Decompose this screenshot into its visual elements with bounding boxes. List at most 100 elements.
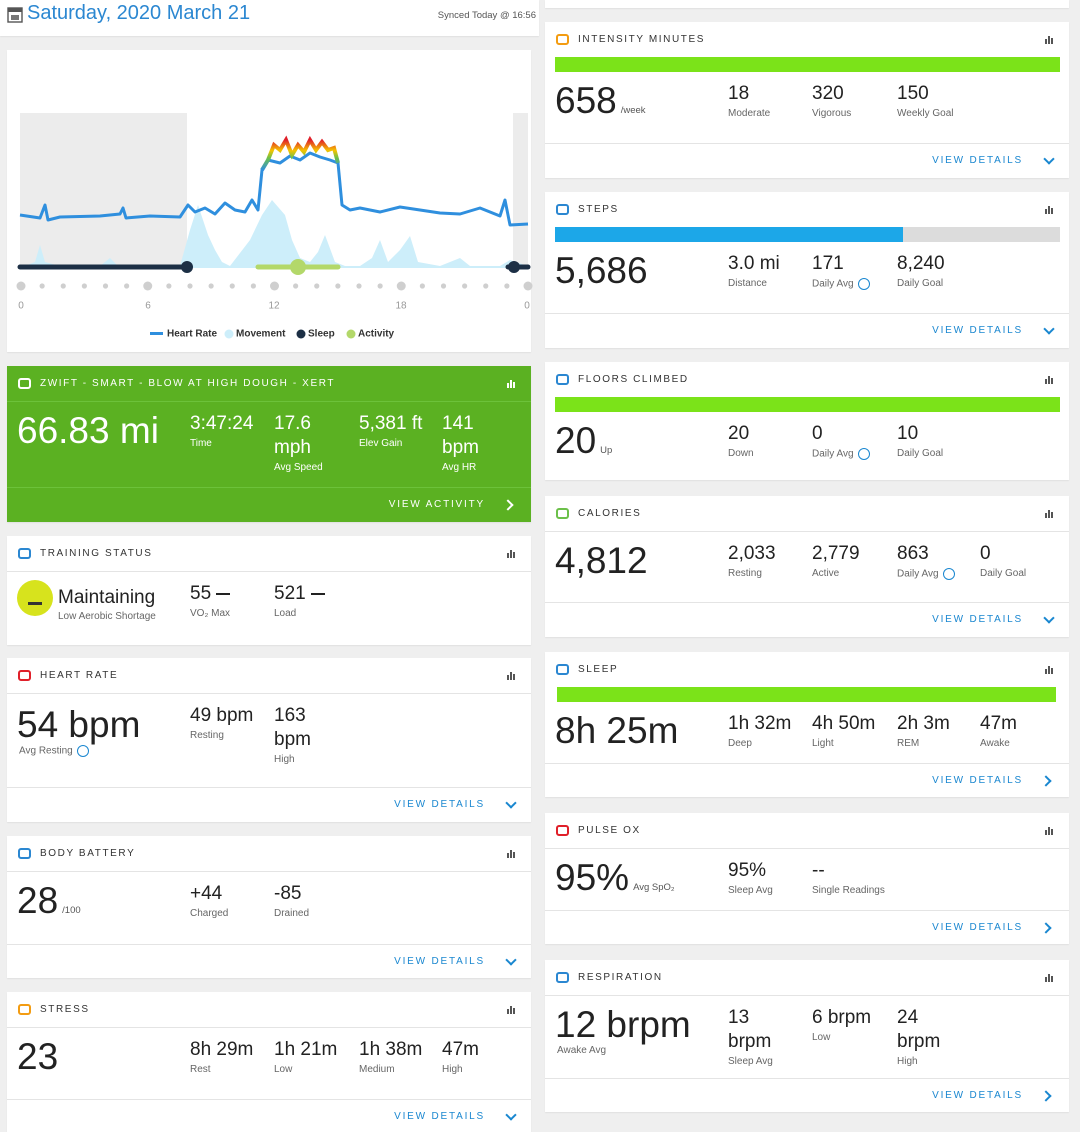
main-value: 95% Avg SpO₂ [555,857,675,899]
stat-label-text: Down [728,448,754,459]
stat-label-text: Resting [728,568,762,579]
stat: 2,779 Active [812,542,880,579]
card-title: INTENSITY MINUTES [578,34,706,45]
stat-label-text: Single Readings [812,885,885,896]
view-link[interactable]: VIEW DETAILS [932,614,1023,625]
chevron[interactable] [1043,612,1055,624]
help-icon [857,278,870,290]
stat-label-text: REM [897,738,920,749]
stat: -- Single Readings [812,859,885,896]
stat: 20 Down [728,422,796,459]
chart-icon-bar [1048,376,1050,384]
stat-value: 10 [897,423,919,444]
chevron[interactable] [1043,323,1055,335]
hour-dot [250,283,256,289]
timeline-chart: 0 6 12 18 0 Heart Rate Movement Sleep Activity [16,113,533,340]
stat-label-text: Avg Speed [274,462,323,473]
stat-value: 2h 3m [897,713,950,734]
stat: 1h 38m Medium [359,1038,427,1075]
stat-label-text: Daily Goal [897,448,944,459]
card: HEART RATE 54 bpm Avg Resting 49 bpm Resting… [7,658,531,822]
stat-label: Resting [728,568,796,579]
chart-icon [1045,509,1055,518]
stat-label-text: VO₂ Max [190,608,230,619]
footer-divider [545,910,1069,911]
stat-label-text: Elev Gain [359,438,403,449]
card-icon [18,378,31,389]
activity-icon [290,259,306,275]
chevron[interactable] [1040,922,1052,934]
stat: 163 bpm High [274,704,342,765]
chart-icon-bar [1048,827,1050,835]
stat-label: Resting [190,730,258,741]
card-title: RESPIRATION [578,972,663,983]
stat: -85 Drained [274,882,342,919]
chart-icon-bar [1045,379,1047,384]
stat-value: -85 [274,883,302,904]
stat-value: 18 [728,83,750,104]
stat: 863 Daily Avg [897,542,965,580]
chart-icon [1045,973,1055,982]
chevron[interactable] [1043,153,1055,165]
stat: 24 brpm High [897,1006,965,1067]
view-link[interactable]: VIEW ACTIVITY [388,499,485,510]
view-link[interactable]: VIEW DETAILS [394,1111,485,1122]
card-icon [556,972,569,983]
main-number: 23 [17,1036,59,1077]
chevron[interactable] [1040,775,1052,787]
chart-icon-bar [513,674,515,680]
stat-label-text: Active [812,568,840,579]
title-divider [7,571,531,572]
card-title: STRESS [40,1004,90,1015]
stat-label-text: Rest [190,1064,211,1075]
card-icon [556,34,569,45]
main-number: 66.83 mi [17,410,159,451]
main-value: 5,686 [555,250,648,292]
chevron[interactable] [505,797,517,809]
stat: 95% Sleep Avg [728,859,796,896]
view-link[interactable]: VIEW DETAILS [932,1090,1023,1101]
view-link[interactable]: VIEW DETAILS [932,922,1023,933]
stat: 1h 32m Deep [728,712,796,749]
stat-label: Low [812,1032,880,1043]
trend-arrow [310,592,325,595]
heart-rate-peak [260,135,340,172]
main-value: 12 brpm [555,1004,691,1046]
stat: 2,033 Resting [728,542,796,579]
stat-value: 0 [812,423,823,444]
view-link[interactable]: VIEW DETAILS [394,956,485,967]
main-unit: Avg SpO₂ [633,882,675,893]
chevron[interactable] [505,1109,517,1121]
view-link[interactable]: VIEW DETAILS [394,799,485,810]
chart-icon-bar [1051,208,1053,214]
chevron[interactable] [505,954,517,966]
main-number: 4,812 [555,540,648,581]
view-link[interactable]: VIEW DETAILS [932,775,1023,786]
help-icon [942,568,955,580]
view-link[interactable]: VIEW DETAILS [932,325,1023,336]
main-value: 66.83 mi [17,410,159,452]
stat-label-text: Charged [190,908,229,919]
stat: 0 Daily Avg [812,422,880,460]
stat-value: 320 [812,83,844,104]
stat-label: VO₂ Max [190,608,258,619]
chart-icon-bar [1048,510,1050,518]
stat-value: +44 [190,883,223,904]
card-icon [556,825,569,836]
stat-value: 1h 32m [728,713,792,734]
card-icon [556,508,569,519]
view-link[interactable]: VIEW DETAILS [932,155,1023,166]
stat-label: Time [190,438,258,449]
card: SLEEP 8h 25m 1h 32m Deep 4h 50m Light 2h 3m REM… [545,652,1069,797]
stat-value: 4h 50m [812,713,876,734]
chevron[interactable] [1040,1090,1052,1102]
chart-icon-bar [1045,39,1047,44]
title-divider [7,1027,531,1028]
stat: 521 Load [274,582,342,619]
chevron[interactable] [502,499,514,511]
stat-value: 8h 29m [190,1039,254,1060]
card: TRAINING STATUS Maintaining Low Aerobic Sh… [7,536,531,645]
chart-icon-bar [1045,513,1047,518]
main-value: 28/100 [17,880,81,922]
card: ZWIFT - SMART - BLOW AT HIGH DOUGH - XER… [7,366,531,522]
